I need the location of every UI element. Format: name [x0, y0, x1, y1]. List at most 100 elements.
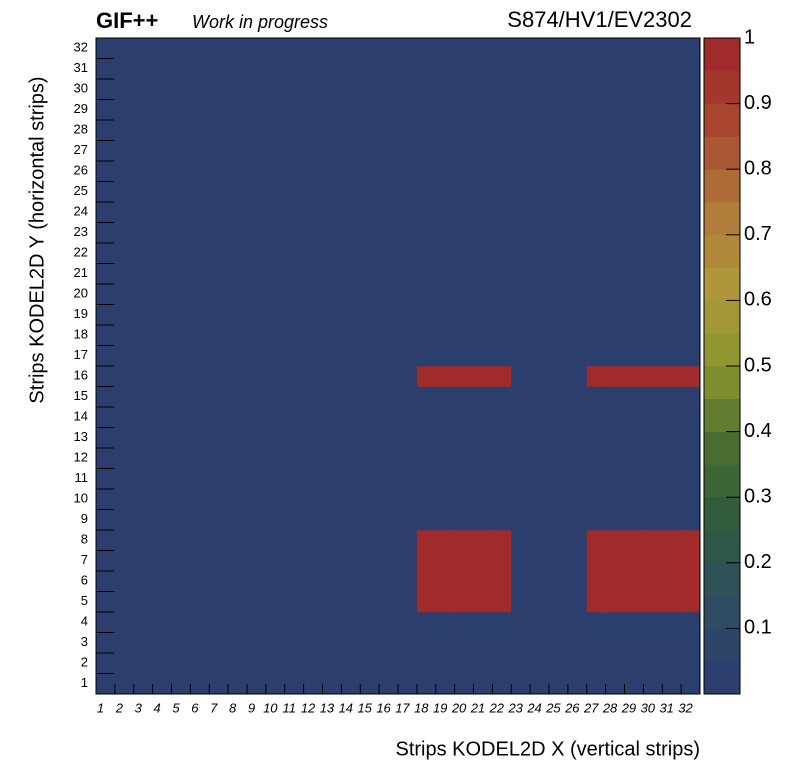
cell [133, 202, 153, 223]
cell [265, 38, 286, 59]
cell [435, 591, 455, 613]
cell [284, 345, 304, 367]
cell [284, 284, 304, 305]
cell [398, 509, 418, 531]
cell [284, 181, 304, 203]
x-tick-label: 13 [320, 700, 335, 715]
cell [605, 632, 625, 654]
cell [643, 38, 663, 59]
cell [492, 632, 512, 654]
cell [454, 366, 474, 387]
cell [284, 571, 304, 592]
cell [96, 38, 116, 59]
cell [567, 181, 588, 203]
cell [96, 140, 116, 162]
cell [303, 243, 323, 264]
cell [435, 38, 455, 59]
cell [379, 407, 399, 428]
cell [247, 509, 267, 531]
cell [662, 653, 682, 674]
cell [530, 161, 550, 182]
cell [152, 550, 172, 572]
cell [643, 222, 663, 244]
cell [171, 120, 191, 141]
cell [681, 468, 701, 490]
cell [567, 263, 588, 285]
z-tick-label: 0.3 [744, 485, 772, 507]
cell [549, 58, 569, 80]
cell [567, 386, 588, 408]
cell [284, 366, 304, 387]
cell [284, 38, 304, 59]
cell [322, 673, 342, 695]
cell [265, 181, 286, 203]
cell [96, 591, 116, 613]
cell [228, 79, 248, 100]
cell [454, 120, 474, 141]
cell [662, 263, 682, 285]
cell [549, 673, 569, 695]
cell [284, 427, 304, 449]
cell [114, 284, 135, 305]
cell [228, 202, 248, 223]
cell [416, 263, 437, 285]
cell [152, 468, 172, 490]
cell [360, 202, 380, 223]
cell [473, 366, 493, 387]
cell [398, 489, 418, 510]
cell [530, 99, 550, 121]
cell [416, 366, 437, 387]
cell [265, 653, 286, 674]
cell [454, 530, 474, 551]
cell [416, 161, 437, 182]
cell [379, 489, 399, 510]
cell [247, 120, 267, 141]
cell [416, 448, 437, 469]
cell [228, 263, 248, 285]
cell [114, 181, 135, 203]
z-tick-label: 0.2 [744, 551, 772, 573]
cell [322, 653, 342, 674]
cell [492, 38, 512, 59]
cell [530, 653, 550, 674]
cell [228, 489, 248, 510]
cell [530, 345, 550, 367]
cell [247, 427, 267, 449]
cell [152, 304, 172, 326]
cell [360, 222, 380, 244]
cell [530, 448, 550, 469]
cell [228, 612, 248, 633]
cell [171, 284, 191, 305]
cell [171, 140, 191, 162]
cell [681, 202, 701, 223]
z-tick-label: 0.4 [744, 420, 772, 442]
cell [662, 632, 682, 654]
cell [133, 99, 153, 121]
cell [586, 181, 606, 203]
cell [228, 591, 248, 613]
cell [398, 448, 418, 469]
cell [247, 99, 267, 121]
cell [114, 612, 135, 633]
cell [322, 161, 342, 182]
x-tick-label: 11 [282, 700, 296, 715]
cell [133, 612, 153, 633]
cell [435, 345, 455, 367]
cell [228, 181, 248, 203]
cell [303, 140, 323, 162]
cell [265, 140, 286, 162]
cell [379, 386, 399, 408]
cell [643, 509, 663, 531]
cell [492, 509, 512, 531]
cell [190, 489, 210, 510]
cell [398, 140, 418, 162]
cell [643, 181, 663, 203]
cell [681, 489, 701, 510]
cell [228, 38, 248, 59]
cell [247, 632, 267, 654]
cell [605, 448, 625, 469]
cell [284, 243, 304, 264]
cell [681, 120, 701, 141]
cell [303, 427, 323, 449]
cell [511, 38, 531, 59]
